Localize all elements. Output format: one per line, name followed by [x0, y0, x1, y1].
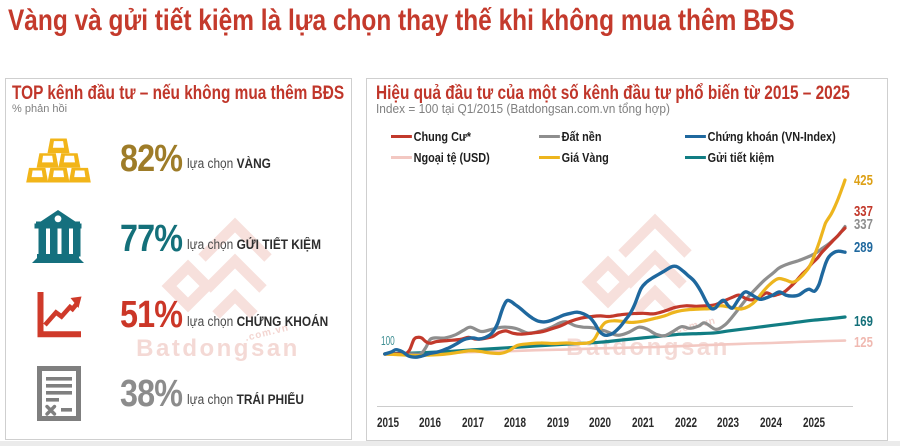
svg-text:Batdongsan: Batdongsan — [136, 335, 300, 362]
